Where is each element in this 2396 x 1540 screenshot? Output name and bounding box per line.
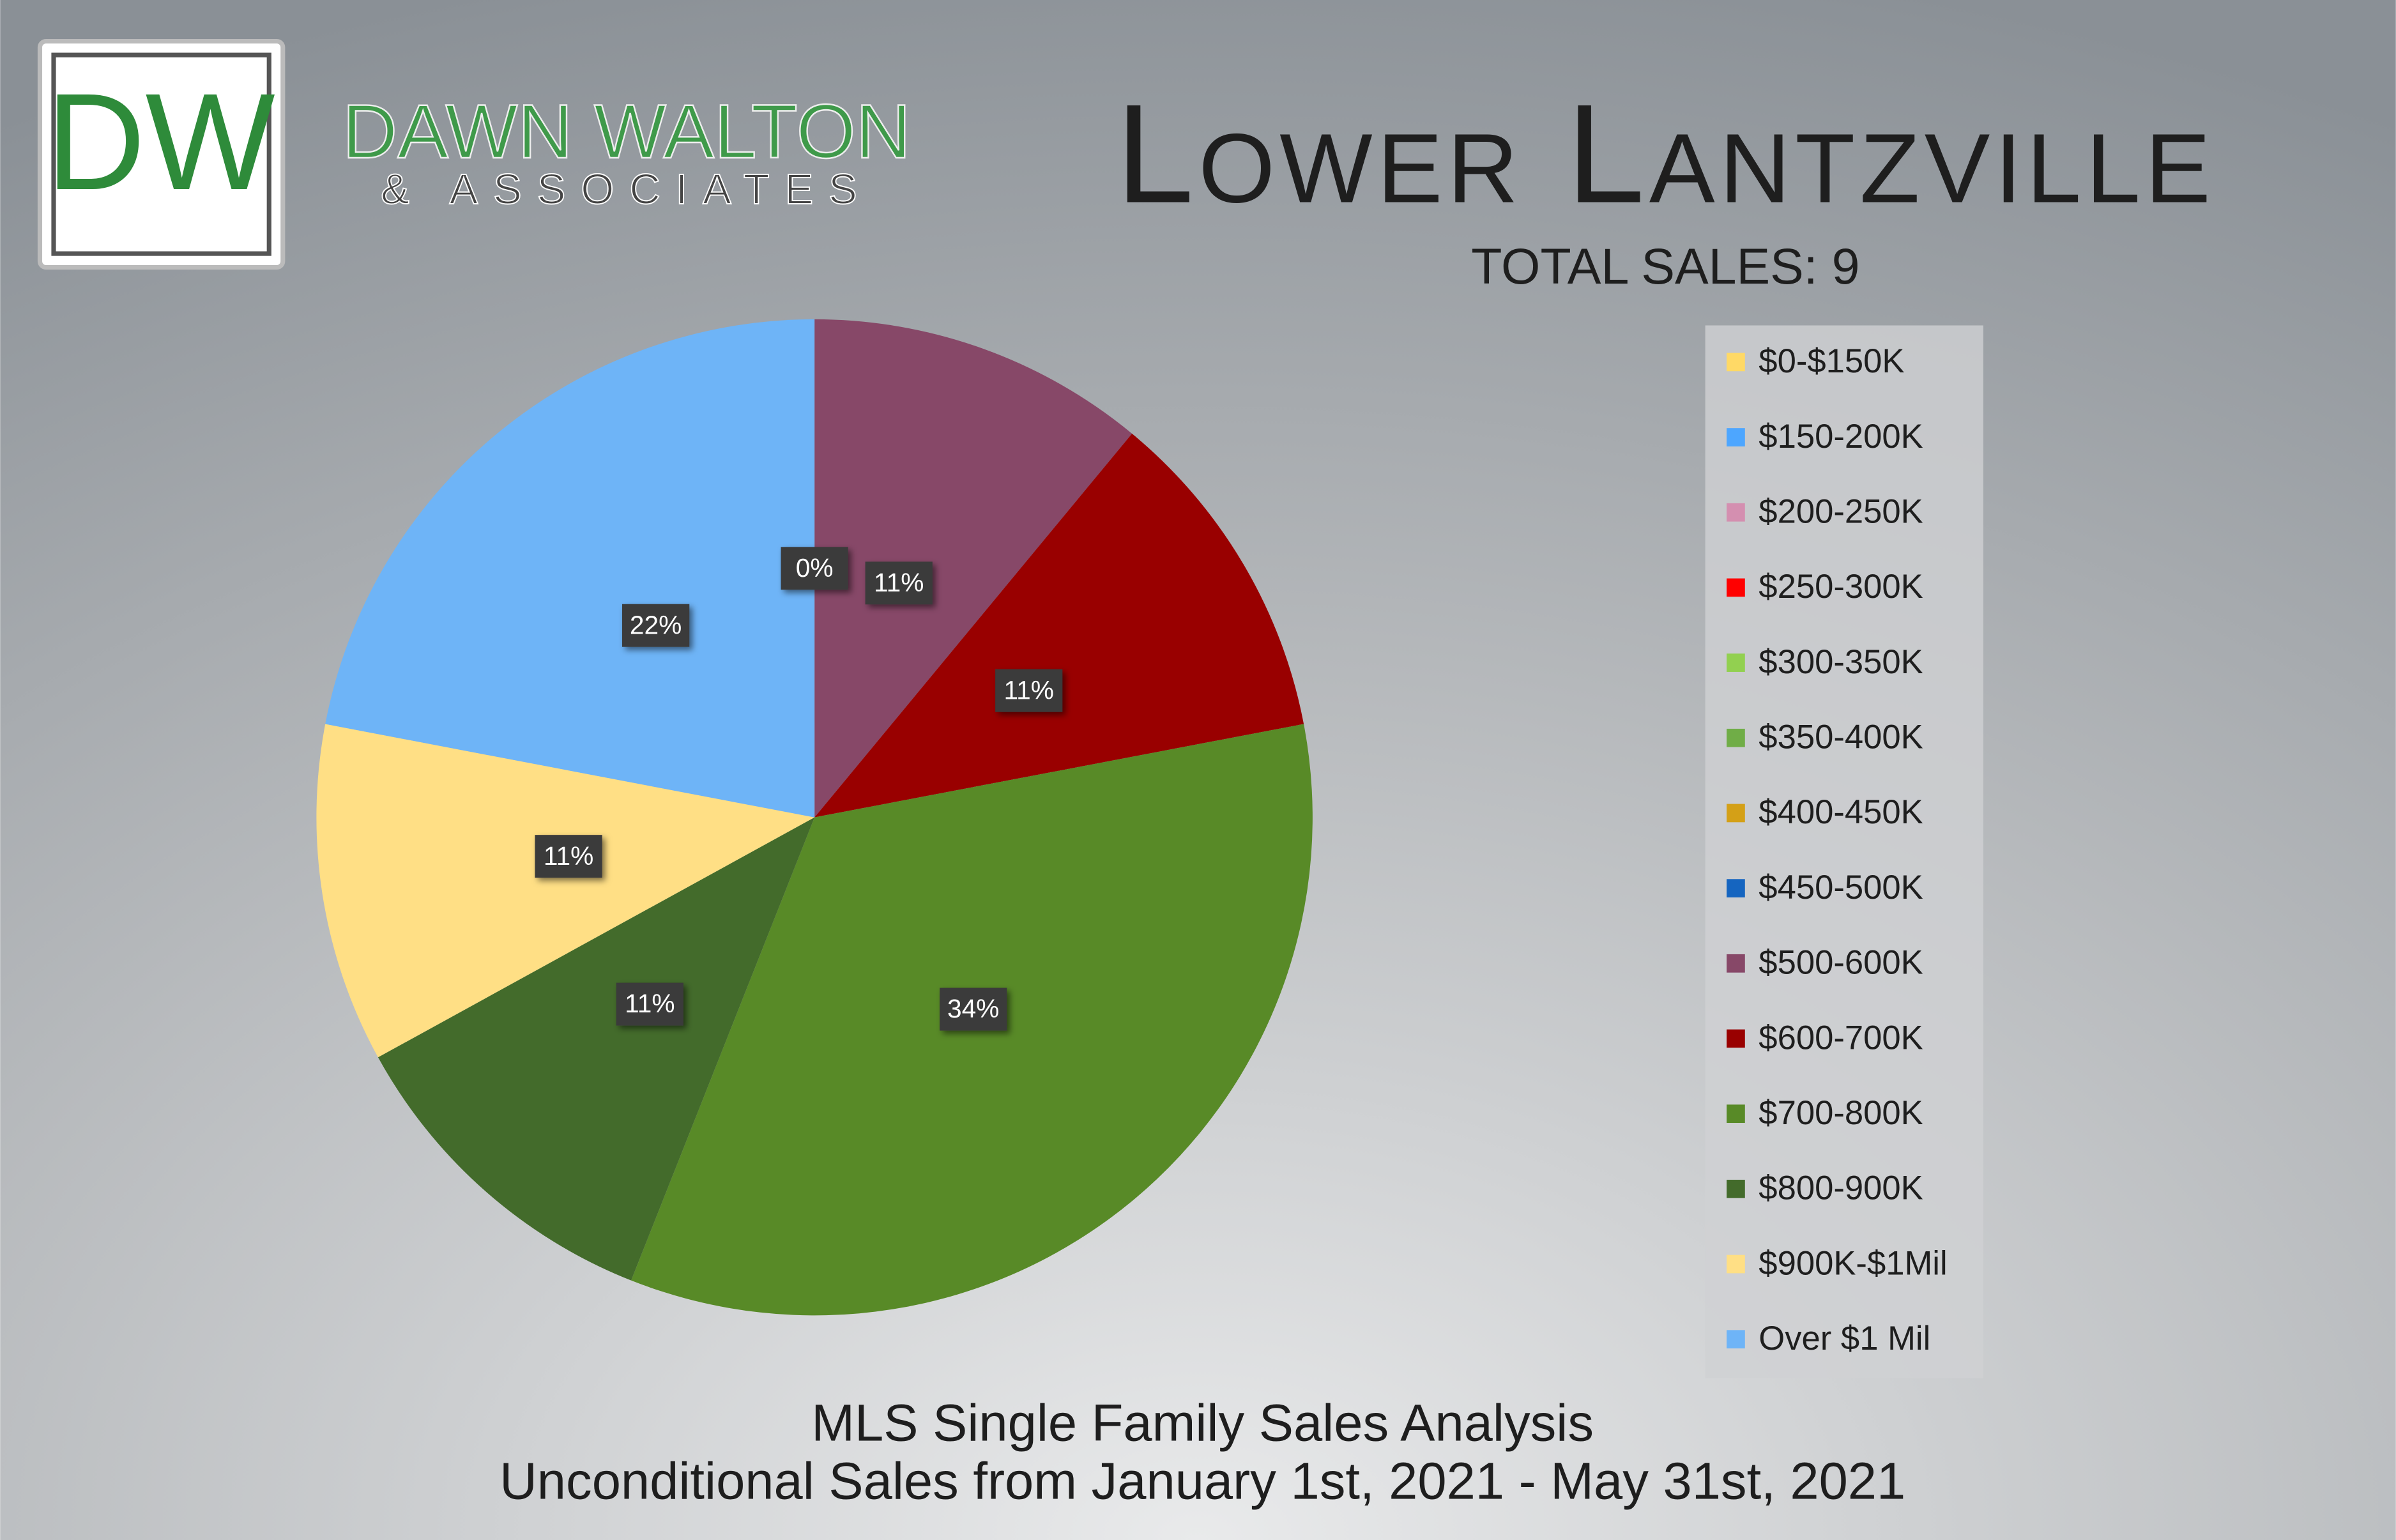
legend-box bbox=[1705, 325, 1983, 1378]
legend-label: $900K-$1Mil bbox=[1759, 1244, 1947, 1282]
data-label: 0% bbox=[796, 553, 834, 583]
pie-slice bbox=[814, 433, 1304, 818]
legend-label: $300-350K bbox=[1759, 643, 1923, 681]
legend-label: $0-$150K bbox=[1759, 342, 1904, 380]
legend-swatch bbox=[1727, 653, 1745, 672]
legend-label: Over $1 Mil bbox=[1759, 1320, 1930, 1357]
label-box bbox=[940, 987, 1007, 1031]
data-label: 11% bbox=[625, 989, 675, 1018]
legend-swatch bbox=[1727, 428, 1745, 446]
legend-swatch bbox=[1727, 503, 1745, 522]
footer-line: MLS Single Family Sales Analysis bbox=[811, 1394, 1594, 1452]
data-label: 22% bbox=[630, 610, 682, 639]
legend-label: $800-900K bbox=[1759, 1170, 1923, 1207]
chart-subtitle: TOTAL SALES: 9 bbox=[1471, 238, 1859, 294]
legend-swatch bbox=[1727, 804, 1745, 823]
legend-swatch bbox=[1727, 1179, 1745, 1198]
legend-swatch bbox=[1727, 1254, 1745, 1274]
legend-swatch bbox=[1727, 728, 1745, 747]
logo-name: DAWN WALTON bbox=[342, 89, 911, 174]
pie-slice bbox=[316, 724, 815, 1058]
data-label: 11% bbox=[1004, 675, 1054, 705]
chart-title: Lower Lantzville bbox=[1116, 75, 2215, 232]
pie-slice bbox=[325, 319, 815, 818]
legend-swatch bbox=[1727, 1330, 1745, 1349]
legend-swatch bbox=[1727, 879, 1745, 897]
legend-swatch bbox=[1727, 578, 1745, 597]
legend-swatch bbox=[1727, 954, 1745, 973]
logo-inner bbox=[51, 52, 271, 256]
label-box bbox=[995, 669, 1063, 712]
data-label: 11% bbox=[874, 568, 924, 597]
data-label: 34% bbox=[947, 994, 999, 1023]
data-label: 11% bbox=[544, 841, 593, 871]
legend-swatch bbox=[1727, 1104, 1745, 1124]
label-box bbox=[865, 561, 933, 605]
legend-label: $450-500K bbox=[1759, 869, 1923, 906]
label-box bbox=[622, 604, 690, 647]
pie-slice bbox=[814, 319, 1133, 818]
legend-label: $150-200K bbox=[1759, 418, 1923, 455]
logo-initials: DW bbox=[46, 65, 275, 218]
label-box bbox=[535, 835, 602, 878]
legend-label: $350-400K bbox=[1759, 719, 1923, 756]
logo-frame bbox=[37, 38, 286, 270]
legend-swatch bbox=[1727, 1029, 1745, 1048]
legend-label: $200-250K bbox=[1759, 493, 1923, 531]
pie-slice bbox=[378, 817, 815, 1281]
label-box bbox=[781, 547, 848, 590]
legend-label: $500-600K bbox=[1759, 944, 1923, 982]
logo-tagline: & ASSOCIATES bbox=[381, 165, 873, 213]
legend-label: $400-450K bbox=[1759, 793, 1923, 831]
legend-label: $700-800K bbox=[1759, 1094, 1923, 1132]
footer-line: Unconditional Sales from January 1st, 20… bbox=[500, 1452, 1905, 1510]
legend-label: $600-700K bbox=[1759, 1019, 1923, 1056]
legend-swatch bbox=[1727, 353, 1745, 372]
label-box bbox=[616, 982, 683, 1026]
legend-label: $250-300K bbox=[1759, 568, 1923, 606]
